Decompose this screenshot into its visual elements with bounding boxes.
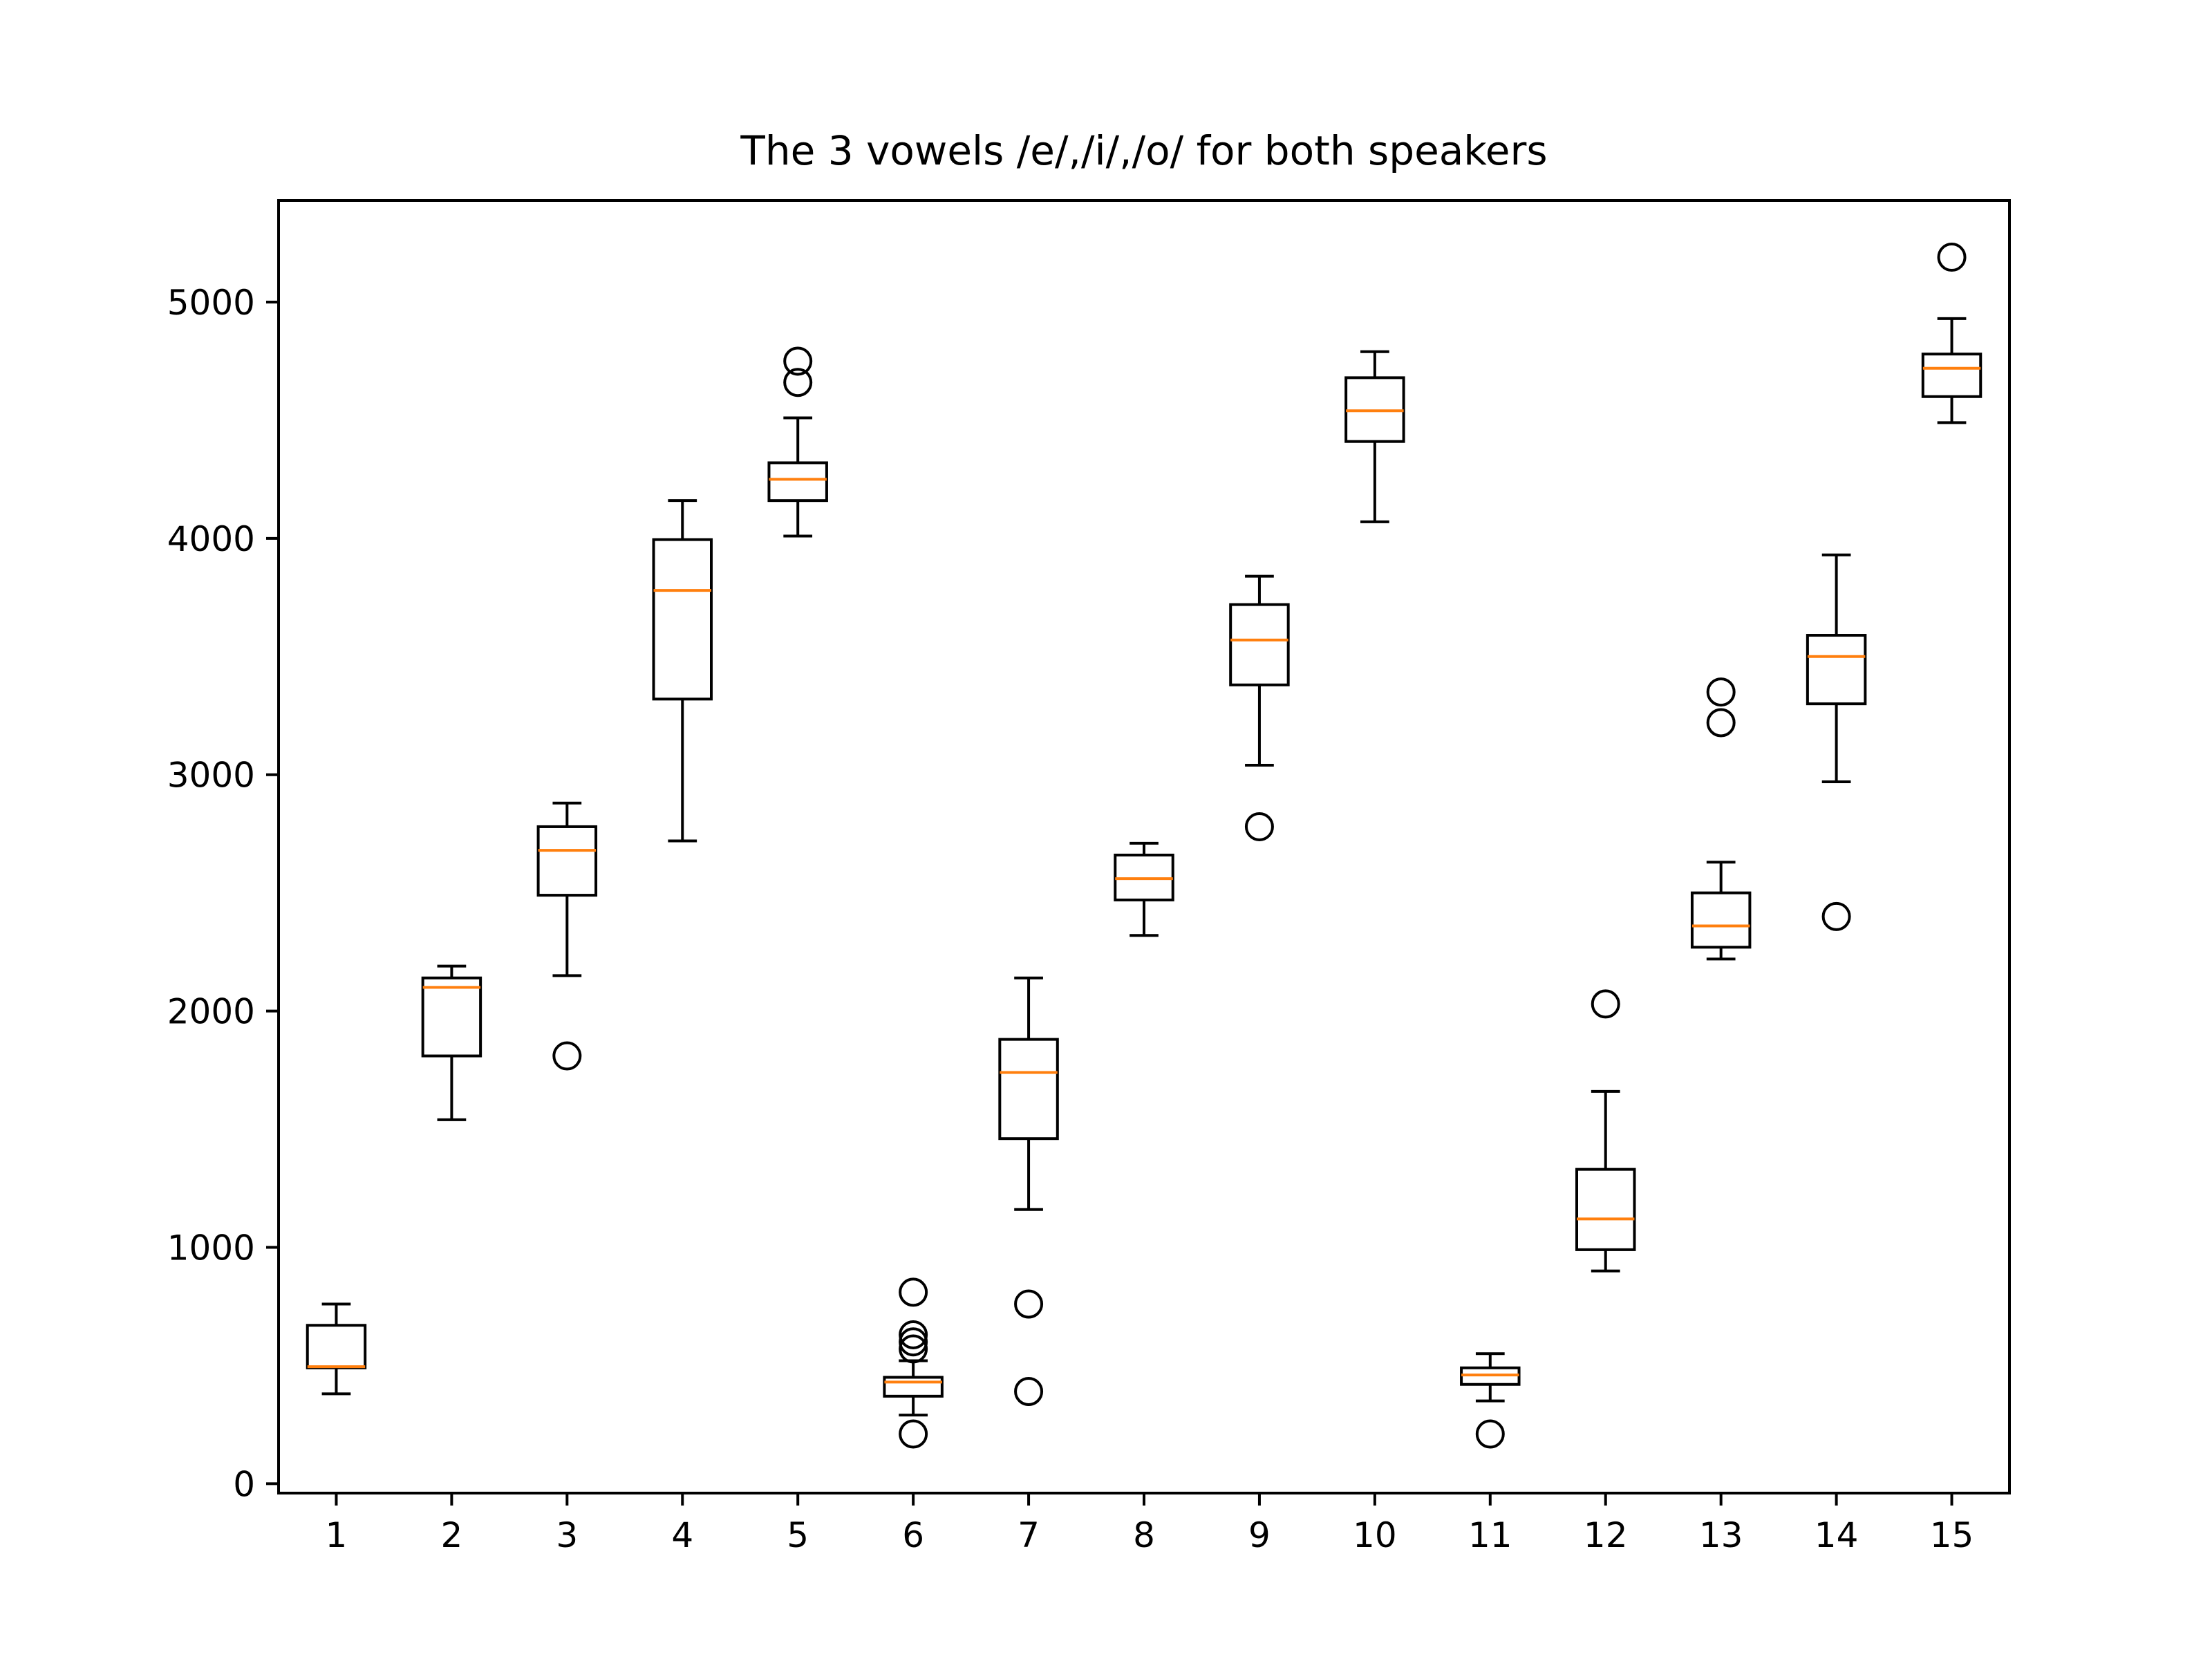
outlier-point	[1591, 989, 1620, 1019]
outlier-point	[1937, 243, 1967, 272]
outlier-point	[899, 1277, 928, 1307]
box-iqr	[1229, 603, 1290, 686]
x-tick-label: 14	[1815, 1515, 1859, 1555]
x-tick-label: 5	[787, 1515, 809, 1555]
x-tick-label: 7	[1018, 1515, 1040, 1555]
box-iqr	[1921, 353, 1983, 398]
x-tick-label: 8	[1133, 1515, 1155, 1555]
box-group-3	[536, 801, 598, 1071]
box-group-9	[1229, 574, 1290, 841]
y-tick-label: 5000	[167, 283, 255, 323]
x-axis: 1 2 3 4 5 6 7 8 9 10 11 12 13 14 15	[326, 1493, 1974, 1555]
outlier-point	[1821, 901, 1851, 931]
x-tick-label: 10	[1353, 1515, 1397, 1555]
y-tick-label: 0	[233, 1464, 255, 1504]
x-tick-label: 13	[1699, 1515, 1743, 1555]
box-iqr	[536, 825, 598, 897]
box-group-4	[652, 499, 713, 843]
x-tick-label: 11	[1468, 1515, 1512, 1555]
outlier-point	[1706, 708, 1736, 738]
plot-area	[306, 243, 1983, 1449]
box-iqr	[652, 538, 713, 701]
box-group-8	[1114, 841, 1174, 937]
x-tick-label: 2	[440, 1515, 462, 1555]
box-iqr	[421, 976, 482, 1058]
outlier-point	[899, 1419, 928, 1449]
outlier-point	[1475, 1419, 1505, 1449]
box-iqr	[883, 1376, 944, 1398]
x-tick-label: 6	[902, 1515, 924, 1555]
box-group-2	[421, 964, 482, 1121]
box-group-14	[1806, 553, 1867, 931]
outlier-point	[1706, 677, 1736, 707]
box-group-11	[1460, 1352, 1521, 1449]
chart-title: The 3 vowels /e/,/i/,/o/ for both speake…	[740, 127, 1547, 174]
box-group-10	[1344, 350, 1405, 523]
y-tick-label: 3000	[167, 756, 255, 796]
box-iqr	[767, 461, 828, 503]
box-group-7	[998, 976, 1059, 1406]
y-tick-label: 2000	[167, 992, 255, 1032]
y-tick-label: 1000	[167, 1228, 255, 1268]
outlier-point	[899, 1327, 928, 1357]
outlier-point	[899, 1334, 928, 1364]
x-tick-label: 9	[1248, 1515, 1271, 1555]
box-group-6	[883, 1277, 944, 1449]
box-iqr	[306, 1324, 367, 1369]
y-axis: 0 1000 2000 3000 4000 5000	[167, 283, 279, 1504]
outlier-point	[552, 1041, 582, 1071]
x-tick-label: 12	[1584, 1515, 1628, 1555]
box-group-12	[1575, 989, 1636, 1273]
y-tick-label: 4000	[167, 519, 255, 559]
outlier-point	[783, 368, 813, 397]
box-group-13	[1690, 677, 1752, 961]
box-iqr	[998, 1038, 1059, 1141]
box-iqr	[1806, 634, 1867, 706]
box-group-1	[306, 1302, 367, 1396]
outlier-point	[1014, 1376, 1044, 1406]
box-group-15	[1921, 243, 1983, 424]
x-tick-label: 1	[326, 1515, 348, 1555]
box-iqr	[1575, 1168, 1636, 1251]
x-tick-label: 3	[556, 1515, 578, 1555]
box-iqr	[1690, 891, 1752, 949]
outlier-point	[1244, 812, 1274, 841]
outlier-point	[783, 346, 813, 376]
x-tick-label: 15	[1930, 1515, 1974, 1555]
box-group-5	[767, 346, 828, 538]
outlier-point	[899, 1320, 928, 1349]
x-tick-label: 4	[671, 1515, 693, 1555]
outlier-point	[1014, 1289, 1044, 1319]
